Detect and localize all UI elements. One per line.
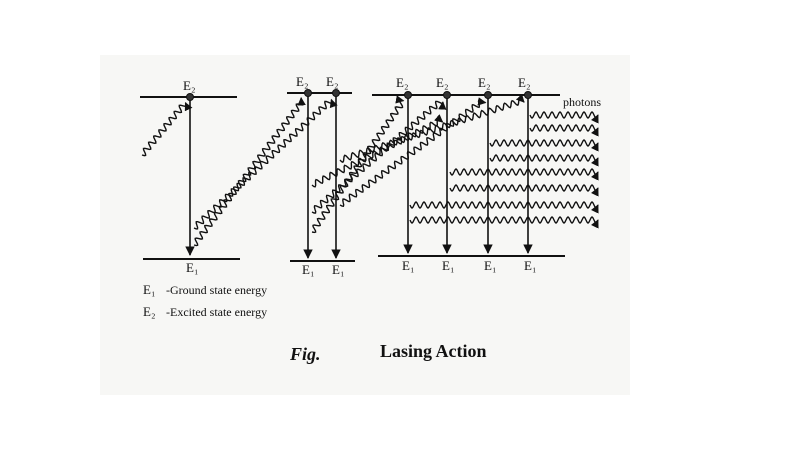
caption-prefix: Fig.: [289, 344, 321, 364]
upper-label: E₂: [396, 75, 408, 90]
scan-background: [100, 55, 630, 395]
upper-label: E₂: [478, 75, 490, 90]
atom: [484, 91, 492, 99]
photon-wave: [489, 139, 599, 152]
legend-symbol: E₂: [143, 304, 155, 319]
atom: [186, 93, 194, 101]
photon-wave: [339, 93, 525, 164]
photon-wave: [409, 216, 599, 229]
atom: [524, 91, 532, 99]
upper-label: E₂: [296, 74, 308, 89]
atom: [304, 89, 312, 97]
photon-wave: [449, 184, 599, 197]
legend-symbol: E₁: [143, 282, 155, 297]
legend-text: -Excited state energy: [166, 305, 267, 319]
upper-label: E₂: [518, 75, 530, 90]
upper-label: E₂: [183, 78, 195, 93]
photon-wave: [311, 114, 444, 188]
atom: [332, 89, 340, 97]
upper-label: E₂: [326, 74, 338, 89]
photon-wave: [409, 201, 599, 214]
upper-label: E₂: [436, 75, 448, 90]
lower-label: E₁: [332, 262, 344, 277]
photon-wave: [141, 101, 193, 157]
lower-label: E₁: [302, 262, 314, 277]
photon-wave: [529, 124, 599, 137]
photon-wave: [489, 154, 599, 167]
level-labels: E₂ E₂ E₂ E₂ E₂ E₂ E₂ E₁ E₁ E₁ E₁ E₁ E₁ E₁: [183, 74, 536, 277]
caption-title: Lasing Action: [380, 341, 487, 361]
lower-label: E₁: [484, 258, 496, 273]
photon-wave: [339, 97, 487, 207]
photons-label: photons: [563, 95, 601, 109]
photon-wave: [311, 100, 447, 214]
lower-label: E₁: [186, 260, 198, 275]
photon-waves: [141, 93, 599, 247]
photon-wave: [193, 98, 338, 230]
photon-wave: [193, 96, 306, 247]
legend-text: -Ground state energy: [166, 283, 267, 297]
lower-label: E₁: [442, 258, 454, 273]
photon-wave: [449, 168, 599, 181]
lower-label: E₁: [524, 258, 536, 273]
atom: [404, 91, 412, 99]
photon-wave: [311, 95, 405, 234]
legend: E₁ -Ground state energy E₂ -Excited stat…: [143, 282, 267, 319]
lower-label: E₁: [402, 258, 414, 273]
photon-wave: [529, 111, 599, 124]
atom: [443, 91, 451, 99]
